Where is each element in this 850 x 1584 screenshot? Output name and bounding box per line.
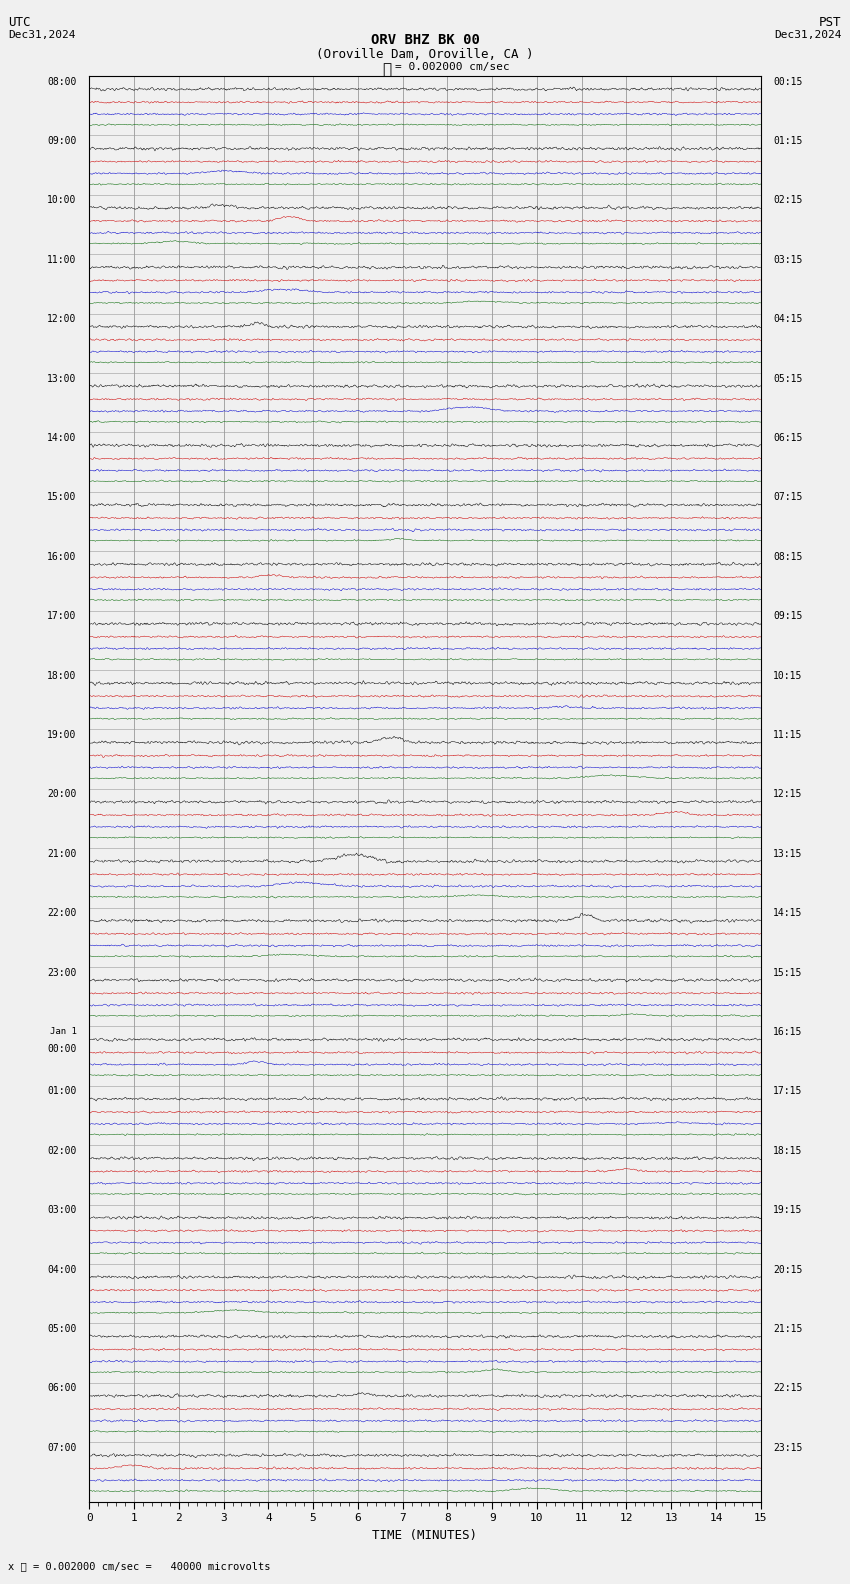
Text: 16:00: 16:00 (48, 551, 76, 562)
Text: 16:15: 16:15 (774, 1026, 802, 1038)
Text: ORV BHZ BK 00: ORV BHZ BK 00 (371, 33, 479, 48)
X-axis label: TIME (MINUTES): TIME (MINUTES) (372, 1529, 478, 1541)
Text: 19:15: 19:15 (774, 1205, 802, 1215)
Text: PST: PST (819, 16, 842, 29)
Text: 05:00: 05:00 (48, 1324, 76, 1334)
Text: Jan 1: Jan 1 (50, 1026, 76, 1036)
Text: 21:15: 21:15 (774, 1324, 802, 1334)
Text: 10:15: 10:15 (774, 670, 802, 681)
Text: 17:15: 17:15 (774, 1087, 802, 1096)
Text: 12:00: 12:00 (48, 314, 76, 325)
Text: 19:00: 19:00 (48, 730, 76, 740)
Text: 04:00: 04:00 (48, 1264, 76, 1275)
Text: Dec31,2024: Dec31,2024 (8, 30, 76, 40)
Text: 12:15: 12:15 (774, 789, 802, 800)
Text: 23:15: 23:15 (774, 1443, 802, 1453)
Text: 02:00: 02:00 (48, 1145, 76, 1156)
Text: 07:00: 07:00 (48, 1443, 76, 1453)
Text: (Oroville Dam, Oroville, CA ): (Oroville Dam, Oroville, CA ) (316, 48, 534, 60)
Text: 09:15: 09:15 (774, 611, 802, 621)
Text: 11:00: 11:00 (48, 255, 76, 265)
Text: 22:00: 22:00 (48, 908, 76, 919)
Text: 01:00: 01:00 (48, 1087, 76, 1096)
Text: Dec31,2024: Dec31,2024 (774, 30, 842, 40)
Text: 08:15: 08:15 (774, 551, 802, 562)
Text: ⎸: ⎸ (382, 62, 391, 76)
Text: UTC: UTC (8, 16, 31, 29)
Text: 18:15: 18:15 (774, 1145, 802, 1156)
Text: x ⎸ = 0.002000 cm/sec =   40000 microvolts: x ⎸ = 0.002000 cm/sec = 40000 microvolts (8, 1562, 271, 1571)
Text: = 0.002000 cm/sec: = 0.002000 cm/sec (395, 62, 510, 71)
Text: 01:15: 01:15 (774, 136, 802, 146)
Text: 18:00: 18:00 (48, 670, 76, 681)
Text: 14:00: 14:00 (48, 432, 76, 444)
Text: 00:15: 00:15 (774, 76, 802, 87)
Text: 13:00: 13:00 (48, 374, 76, 383)
Text: 10:00: 10:00 (48, 195, 76, 206)
Text: 20:00: 20:00 (48, 789, 76, 800)
Text: 03:15: 03:15 (774, 255, 802, 265)
Text: 15:00: 15:00 (48, 493, 76, 502)
Text: 03:00: 03:00 (48, 1205, 76, 1215)
Text: 04:15: 04:15 (774, 314, 802, 325)
Text: 22:15: 22:15 (774, 1383, 802, 1394)
Text: 17:00: 17:00 (48, 611, 76, 621)
Text: 05:15: 05:15 (774, 374, 802, 383)
Text: 06:15: 06:15 (774, 432, 802, 444)
Text: 14:15: 14:15 (774, 908, 802, 919)
Text: 20:15: 20:15 (774, 1264, 802, 1275)
Text: 00:00: 00:00 (48, 1044, 76, 1055)
Text: 11:15: 11:15 (774, 730, 802, 740)
Text: 13:15: 13:15 (774, 849, 802, 859)
Text: 21:00: 21:00 (48, 849, 76, 859)
Text: 02:15: 02:15 (774, 195, 802, 206)
Text: 15:15: 15:15 (774, 968, 802, 977)
Text: 23:00: 23:00 (48, 968, 76, 977)
Text: 07:15: 07:15 (774, 493, 802, 502)
Text: 06:00: 06:00 (48, 1383, 76, 1394)
Text: 08:00: 08:00 (48, 76, 76, 87)
Text: 09:00: 09:00 (48, 136, 76, 146)
